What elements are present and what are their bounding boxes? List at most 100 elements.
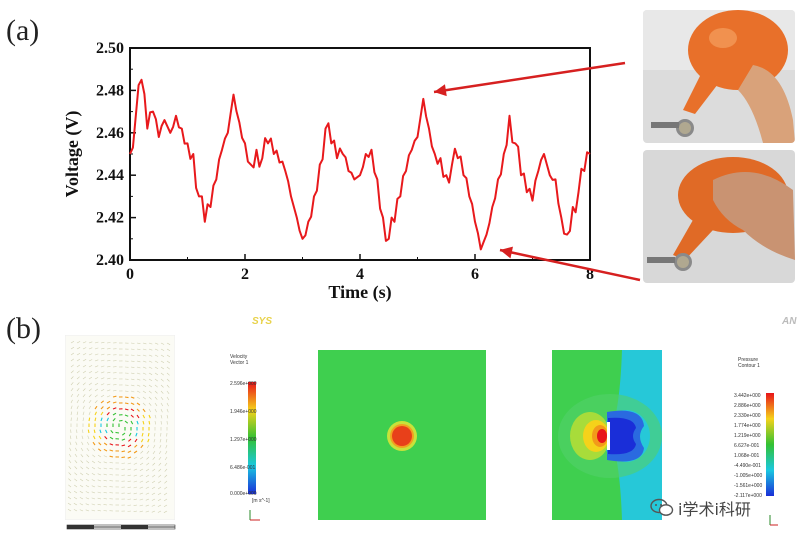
velocity-vector (97, 485, 102, 488)
velocity-vector (160, 420, 162, 425)
velocity-vector (91, 491, 96, 494)
velocity-vector (115, 431, 120, 434)
velocity-vector (166, 384, 170, 388)
velocity-vector (76, 370, 80, 374)
velocity-vector (133, 468, 138, 471)
velocity-vector (164, 462, 168, 466)
velocity-legend: Velocity Vector 1 2.596e+000 1.946e+000 … (226, 352, 286, 527)
velocity-vector (145, 486, 150, 489)
velocity-vector (106, 406, 111, 410)
velocity-vector (76, 347, 81, 350)
arrow-to-trough-head (500, 246, 513, 259)
velocity-vector (106, 366, 111, 368)
velocity-vector (157, 510, 162, 513)
velocity-vector (85, 497, 90, 500)
arrow-to-peak (433, 61, 626, 94)
velocity-vector (166, 396, 170, 401)
velocity-vector (79, 484, 84, 488)
velocity-vector (130, 348, 135, 350)
velocity-vector (73, 490, 78, 494)
velocity-vector (160, 342, 165, 345)
velocity-vector (153, 444, 156, 449)
velocity-vector (151, 492, 156, 495)
velocity-vector (112, 384, 117, 386)
velocity-vector (159, 438, 162, 443)
velocity-vector (103, 467, 108, 470)
pressure-legend-title-1: Pressure (738, 357, 758, 363)
velocity-vector (133, 498, 138, 501)
y-tick-label: 2.50 (96, 40, 124, 57)
velocity-vector (164, 468, 168, 472)
velocity-vector (163, 510, 168, 513)
velocity-vector (127, 510, 132, 512)
velocity-vector (75, 441, 78, 446)
velocity-vector (94, 382, 99, 386)
velocity-vector (75, 447, 78, 452)
velocity-vector (100, 417, 103, 422)
velocity-vector (105, 429, 108, 434)
velocity-vector (160, 396, 164, 400)
pressure-legend-value: 3.442e+000 (734, 393, 761, 399)
velocity-vector (94, 359, 99, 362)
velocity-vector (68, 472, 72, 476)
velocity-legend-title-1: Velocity (230, 354, 248, 360)
velocity-vector (140, 444, 144, 449)
velocity-vector (98, 442, 102, 446)
velocity-vector (82, 405, 85, 410)
velocity-vector (130, 384, 135, 387)
velocity-vector (148, 390, 152, 394)
velocity-vector (73, 503, 78, 506)
velocity-vector (88, 411, 91, 416)
velocity-vector (93, 435, 96, 440)
velocity-vector (100, 394, 105, 398)
velocity-vector (106, 417, 109, 422)
velocity-vector (166, 372, 170, 376)
velocity-vector (97, 467, 102, 470)
scale-bar (65, 520, 185, 530)
velocity-vector (166, 348, 171, 352)
velocity-vector (148, 372, 153, 375)
velocity-vector (158, 462, 162, 466)
velocity-vector (163, 492, 168, 496)
velocity-vector (100, 411, 104, 416)
velocity-vector (154, 360, 159, 363)
velocity-vector (152, 450, 156, 455)
velocity-legend-value: 1.297e+000 (230, 437, 257, 443)
velocity-vector (74, 466, 78, 470)
velocity-vector (145, 510, 150, 513)
arrow-to-peak-head (434, 84, 447, 97)
velocity-vector (100, 383, 105, 386)
arrow-to-trough (499, 248, 641, 282)
velocity-vector (140, 456, 144, 460)
velocity-vector (142, 396, 146, 400)
velocity-vector (100, 406, 104, 410)
velocity-vector (133, 492, 138, 495)
velocity-vector (136, 414, 140, 419)
velocity-vector (79, 503, 84, 506)
velocity-vector (76, 411, 79, 416)
velocity-vector (85, 479, 90, 482)
velocity-vector (82, 364, 87, 368)
photo-pressed (643, 150, 795, 283)
velocity-vector (97, 479, 102, 482)
velocity-vector (70, 340, 75, 344)
velocity-vector (91, 503, 96, 506)
velocity-vector (157, 486, 162, 490)
velocity-vector (164, 474, 168, 478)
velocity-vector (82, 417, 84, 422)
velocity-vector (166, 390, 170, 394)
velocity-vector (151, 510, 156, 513)
velocity-vector (154, 396, 158, 400)
velocity-vector (127, 468, 132, 471)
velocity-vector (85, 491, 90, 494)
pressure-legend-value: 2.886e+000 (734, 403, 761, 409)
velocity-vector (76, 364, 80, 368)
velocity-vector (80, 447, 84, 452)
velocity-vector (148, 420, 151, 425)
velocity-vector (121, 432, 126, 436)
velocity-vector (88, 347, 93, 350)
velocity-vector (128, 432, 132, 437)
velocity-vector (91, 460, 96, 464)
velocity-vector (92, 448, 96, 452)
